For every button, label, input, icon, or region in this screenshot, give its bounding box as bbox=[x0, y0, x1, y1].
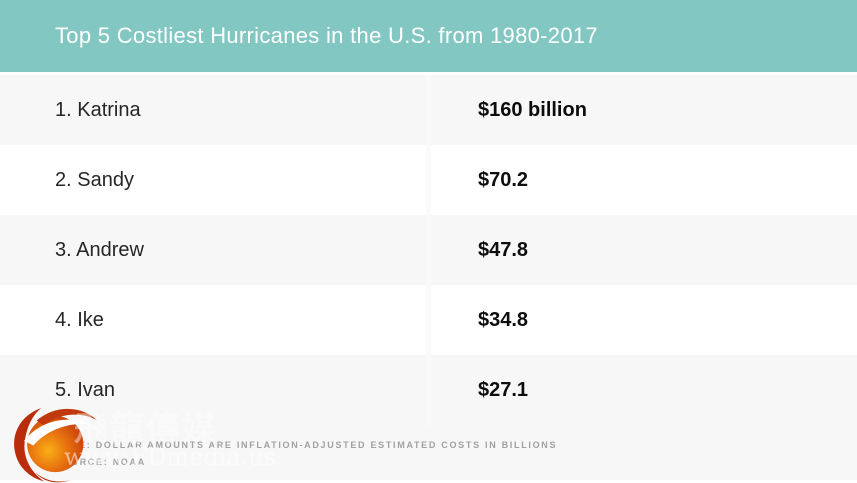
column-divider bbox=[426, 145, 431, 215]
hurricane-cost-table: 1. Katrina $160 billion 2. Sandy $70.2 3… bbox=[0, 75, 857, 425]
row-label: 5. Ivan bbox=[0, 355, 426, 425]
header-divider bbox=[0, 72, 857, 75]
table-row: 3. Andrew $47.8 bbox=[0, 215, 857, 285]
table-row: 5. Ivan $27.1 bbox=[0, 355, 857, 425]
column-divider bbox=[426, 215, 431, 285]
row-value: $34.8 bbox=[431, 285, 857, 355]
row-value: $47.8 bbox=[431, 215, 857, 285]
table-row: 1. Katrina $160 billion bbox=[0, 75, 857, 145]
row-label: 1. Katrina bbox=[0, 75, 426, 145]
column-divider bbox=[426, 285, 431, 355]
footnote-area: NOTE: DOLLAR AMOUNTS ARE INFLATION-ADJUS… bbox=[0, 425, 857, 480]
row-value: $27.1 bbox=[431, 355, 857, 425]
row-value: $160 billion bbox=[431, 75, 857, 145]
row-label: 2. Sandy bbox=[0, 145, 426, 215]
row-value: $70.2 bbox=[431, 145, 857, 215]
footnote-source: SOURCE: NOAA bbox=[55, 457, 146, 467]
row-label: 4. Ike bbox=[0, 285, 426, 355]
table-row: 4. Ike $34.8 bbox=[0, 285, 857, 355]
footnote-note: NOTE: DOLLAR AMOUNTS ARE INFLATION-ADJUS… bbox=[55, 440, 558, 450]
column-divider bbox=[426, 75, 431, 145]
title-bar: Top 5 Costliest Hurricanes in the U.S. f… bbox=[0, 0, 857, 72]
table-row: 2. Sandy $70.2 bbox=[0, 145, 857, 215]
column-divider bbox=[426, 355, 431, 425]
page-title: Top 5 Costliest Hurricanes in the U.S. f… bbox=[55, 23, 598, 48]
row-label: 3. Andrew bbox=[0, 215, 426, 285]
